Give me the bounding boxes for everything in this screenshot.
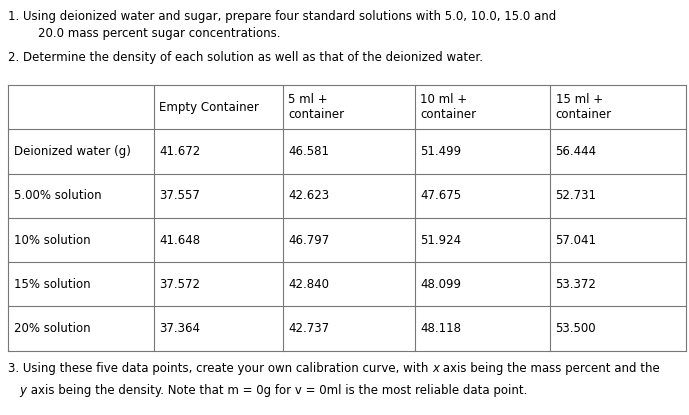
Text: 20% solution: 20% solution	[14, 322, 90, 335]
Text: 41.648: 41.648	[159, 234, 200, 247]
Text: 42.737: 42.737	[288, 322, 329, 335]
Text: y: y	[19, 384, 26, 397]
Text: 5.00% solution: 5.00% solution	[14, 189, 101, 202]
Text: 20.0 mass percent sugar concentrations.: 20.0 mass percent sugar concentrations.	[8, 27, 281, 40]
Text: 1. Using deionized water and sugar, prepare four standard solutions with 5.0, 10: 1. Using deionized water and sugar, prep…	[8, 10, 557, 23]
Text: 57.041: 57.041	[555, 234, 597, 247]
Text: 46.581: 46.581	[288, 145, 329, 158]
Text: 15% solution: 15% solution	[14, 278, 90, 291]
Text: axis being the mass percent and the: axis being the mass percent and the	[440, 362, 660, 375]
Text: 37.572: 37.572	[159, 278, 200, 291]
Text: Deionized water (g): Deionized water (g)	[14, 145, 131, 158]
Text: 48.118: 48.118	[420, 322, 461, 335]
Text: 52.731: 52.731	[555, 189, 597, 202]
Text: 53.500: 53.500	[555, 322, 596, 335]
Text: 2. Determine the density of each solution as well as that of the deionized water: 2. Determine the density of each solutio…	[8, 51, 483, 63]
Text: x: x	[433, 362, 440, 375]
Text: 46.797: 46.797	[288, 234, 329, 247]
Text: axis being the density. Note that m = 0g for v = 0ml is the most reliable data p: axis being the density. Note that m = 0g…	[26, 384, 527, 397]
Text: 37.557: 37.557	[159, 189, 200, 202]
Text: 42.840: 42.840	[288, 278, 329, 291]
Text: 3. Using these five data points, create your own calibration curve, with: 3. Using these five data points, create …	[8, 362, 433, 375]
Text: 41.672: 41.672	[159, 145, 200, 158]
Text: 56.444: 56.444	[555, 145, 597, 158]
Text: 42.623: 42.623	[288, 189, 329, 202]
Text: Empty Container: Empty Container	[159, 101, 259, 114]
Text: 37.364: 37.364	[159, 322, 200, 335]
Text: 51.499: 51.499	[420, 145, 461, 158]
Text: 15 ml +
container: 15 ml + container	[555, 93, 612, 121]
Text: 53.372: 53.372	[555, 278, 597, 291]
Text: 47.675: 47.675	[420, 189, 461, 202]
Text: 10% solution: 10% solution	[14, 234, 90, 247]
Text: 10 ml +
container: 10 ml + container	[420, 93, 476, 121]
Text: 48.099: 48.099	[420, 278, 461, 291]
Text: 51.924: 51.924	[420, 234, 461, 247]
Text: 5 ml +
container: 5 ml + container	[288, 93, 344, 121]
